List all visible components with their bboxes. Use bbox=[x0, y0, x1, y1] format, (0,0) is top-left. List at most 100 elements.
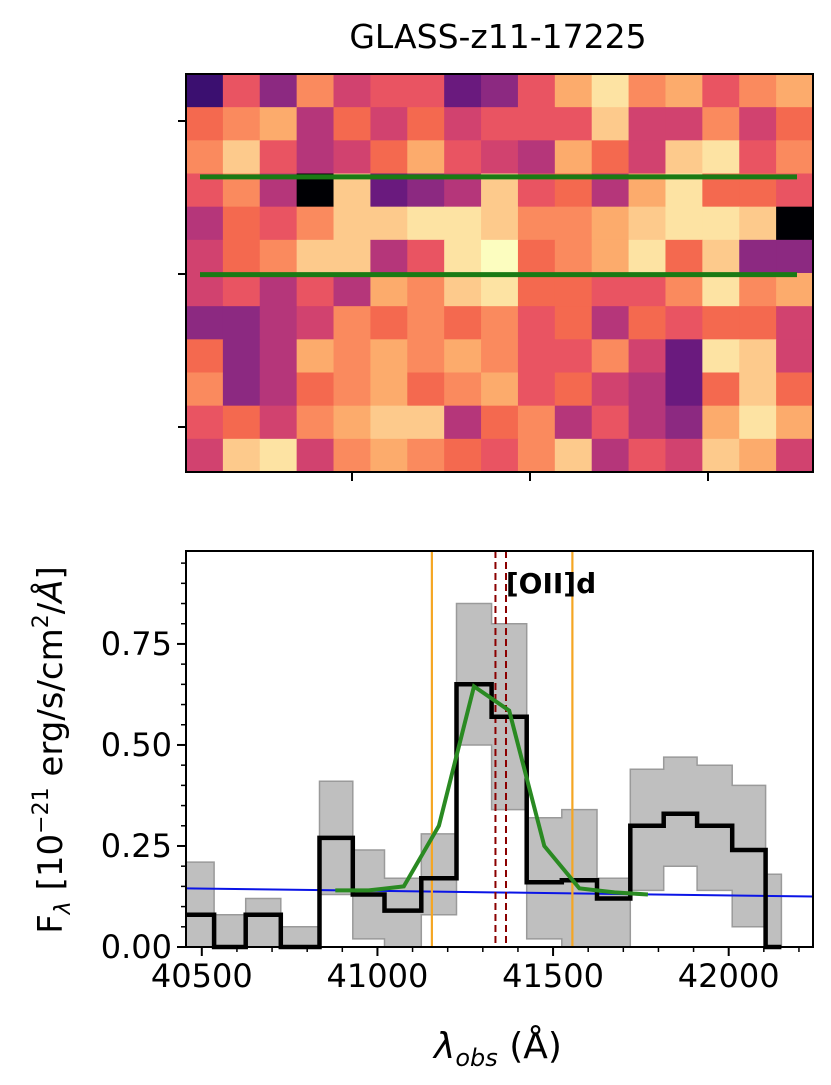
heatmap-cell bbox=[591, 107, 630, 141]
heatmap-cell bbox=[702, 74, 740, 108]
heatmap-cell bbox=[591, 339, 630, 374]
heatmap-cell bbox=[222, 438, 261, 473]
heatmap-cell bbox=[776, 74, 814, 108]
spectrum-axes: 40500 41000 41500 42000 0.00 0.25 0.50 0.75 bbox=[101, 562, 800, 995]
heatmap-cell bbox=[407, 206, 445, 241]
heatmap-cell bbox=[222, 206, 261, 241]
heatmap-cell bbox=[628, 273, 667, 307]
heatmap-cell bbox=[222, 306, 261, 340]
y-tick-label: 0.50 bbox=[101, 726, 172, 764]
heatmap-cell bbox=[702, 306, 740, 340]
heatmap-cell bbox=[554, 372, 593, 407]
heatmap-cell bbox=[333, 107, 372, 141]
heatmap-cell bbox=[444, 206, 482, 241]
heatmap-cell bbox=[591, 206, 630, 241]
heatmap-cell bbox=[333, 140, 372, 175]
heatmap-cell bbox=[296, 206, 335, 241]
heatmap-cell bbox=[186, 140, 224, 175]
spectrum-frame bbox=[185, 550, 814, 948]
heatmap-cell bbox=[776, 438, 814, 473]
heatmap-cell bbox=[628, 239, 667, 274]
heatmap-cell bbox=[296, 273, 335, 307]
spectrum-plot-area bbox=[185, 551, 814, 950]
heatmap-cell bbox=[370, 206, 408, 241]
heatmap-cell bbox=[628, 438, 667, 473]
heatmap-cell bbox=[702, 206, 740, 241]
heatmap-cell bbox=[628, 206, 667, 241]
heatmap-cells bbox=[186, 74, 814, 473]
heatmap-cell bbox=[186, 438, 224, 473]
heatmap-cell bbox=[665, 107, 703, 141]
heatmap-cell bbox=[554, 273, 593, 307]
heatmap-cell bbox=[591, 273, 630, 307]
heatmap-cell bbox=[628, 306, 667, 340]
heatmap-cell bbox=[186, 306, 224, 340]
heatmap-cell bbox=[444, 405, 482, 440]
heatmap-cell bbox=[259, 372, 298, 407]
heatmap-cell bbox=[776, 306, 814, 340]
heatmap-cell bbox=[591, 239, 630, 274]
heatmap-cell bbox=[296, 372, 335, 407]
heatmap-cell bbox=[222, 107, 261, 141]
heatmap-cell bbox=[222, 405, 261, 440]
heatmap-cell bbox=[628, 140, 667, 175]
heatmap-cell bbox=[554, 107, 593, 141]
heatmap-cell bbox=[517, 339, 556, 374]
heatmap-cell bbox=[739, 372, 777, 407]
heatmap-cell bbox=[517, 306, 556, 340]
heatmap-cell bbox=[481, 339, 519, 374]
heatmap-cell bbox=[517, 239, 556, 274]
heatmap-panel bbox=[178, 73, 814, 481]
heatmap-cell bbox=[370, 438, 408, 473]
heatmap-cell bbox=[186, 107, 224, 141]
heatmap-cell bbox=[370, 405, 408, 440]
heatmap-cell bbox=[222, 273, 261, 307]
x-tick-label: 41000 bbox=[327, 957, 429, 995]
heatmap-cell bbox=[739, 339, 777, 374]
heatmap-cell bbox=[665, 140, 703, 175]
heatmap-cell bbox=[259, 239, 298, 274]
heatmap-cell bbox=[481, 372, 519, 407]
heatmap-cell bbox=[554, 438, 593, 473]
heatmap-cell bbox=[370, 140, 408, 175]
heatmap-cell bbox=[517, 372, 556, 407]
heatmap-cell bbox=[628, 107, 667, 141]
heatmap-cell bbox=[665, 339, 703, 374]
heatmap-cell bbox=[481, 273, 519, 307]
heatmap-cell bbox=[481, 438, 519, 473]
heatmap-cell bbox=[554, 306, 593, 340]
heatmap-cell bbox=[370, 372, 408, 407]
heatmap-cell bbox=[554, 239, 593, 274]
x-axis-label: λobs (Å) bbox=[432, 1024, 562, 1072]
heatmap-cell bbox=[628, 74, 667, 108]
heatmap-cell bbox=[665, 273, 703, 307]
heatmap-cell bbox=[296, 74, 335, 108]
heatmap-cell bbox=[739, 405, 777, 440]
heatmap-cell bbox=[776, 372, 814, 407]
heatmap-cell bbox=[259, 273, 298, 307]
heatmap-cell bbox=[407, 239, 445, 274]
heatmap-cell bbox=[259, 140, 298, 175]
heatmap-cell bbox=[702, 107, 740, 141]
heatmap-cell bbox=[186, 339, 224, 374]
heatmap-cell bbox=[296, 438, 335, 473]
spectrum-line-label: [OII]d bbox=[506, 567, 596, 600]
heatmap-cell bbox=[665, 405, 703, 440]
heatmap-cell bbox=[665, 438, 703, 473]
heatmap-cell bbox=[481, 306, 519, 340]
heatmap-cell bbox=[259, 438, 298, 473]
heatmap-cell bbox=[407, 273, 445, 307]
heatmap-cell bbox=[259, 206, 298, 241]
heatmap-cell bbox=[665, 74, 703, 108]
heatmap-cell bbox=[186, 405, 224, 440]
heatmap-cell bbox=[333, 239, 372, 274]
heatmap-cell bbox=[517, 405, 556, 440]
heatmap-cell bbox=[739, 140, 777, 175]
heatmap-cell bbox=[296, 405, 335, 440]
heatmap-cell bbox=[554, 140, 593, 175]
heatmap-cell bbox=[370, 273, 408, 307]
heatmap-cell bbox=[186, 372, 224, 407]
heatmap-cell bbox=[186, 206, 224, 241]
heatmap-cell bbox=[591, 438, 630, 473]
heatmap-cell bbox=[591, 74, 630, 108]
